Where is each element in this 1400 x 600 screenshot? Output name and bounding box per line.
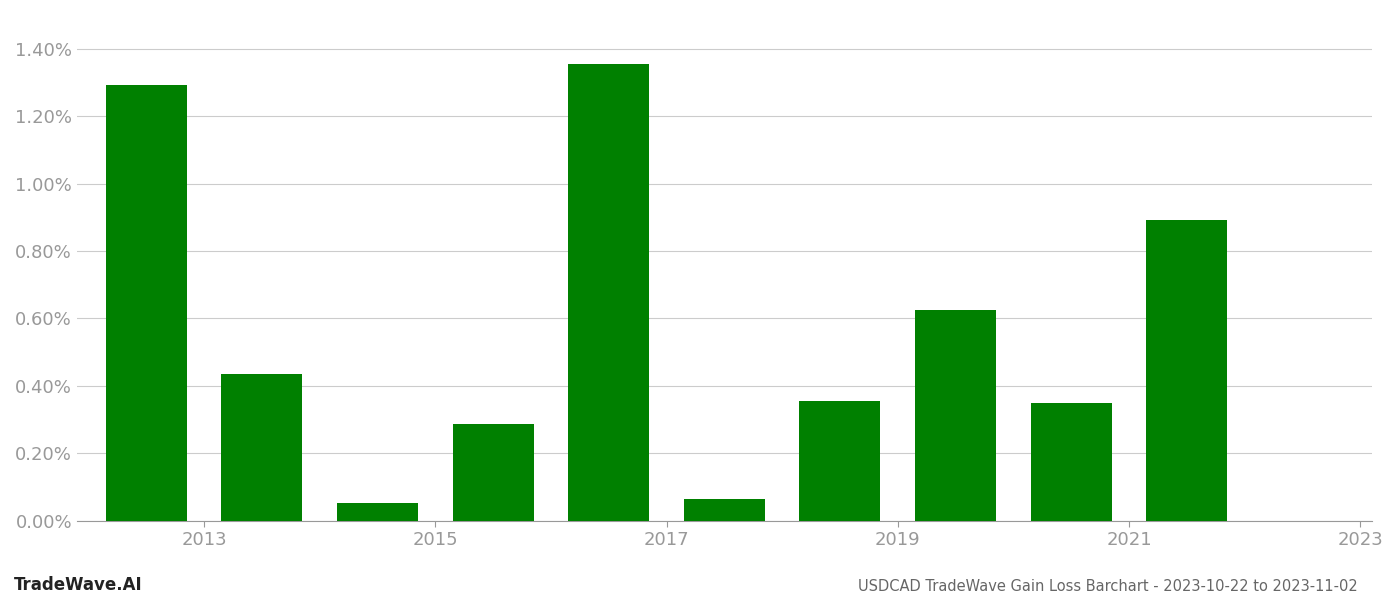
Bar — [568, 64, 650, 521]
Text: TradeWave.AI: TradeWave.AI — [14, 576, 143, 594]
Bar — [337, 503, 419, 521]
Bar — [452, 424, 533, 521]
Text: USDCAD TradeWave Gain Loss Barchart - 2023-10-22 to 2023-11-02: USDCAD TradeWave Gain Loss Barchart - 20… — [858, 579, 1358, 594]
Bar — [1147, 220, 1228, 521]
Bar — [683, 499, 764, 521]
Bar — [106, 85, 186, 521]
Bar — [916, 310, 995, 521]
Bar — [221, 374, 302, 521]
Bar — [799, 401, 881, 521]
Bar — [1030, 403, 1112, 521]
